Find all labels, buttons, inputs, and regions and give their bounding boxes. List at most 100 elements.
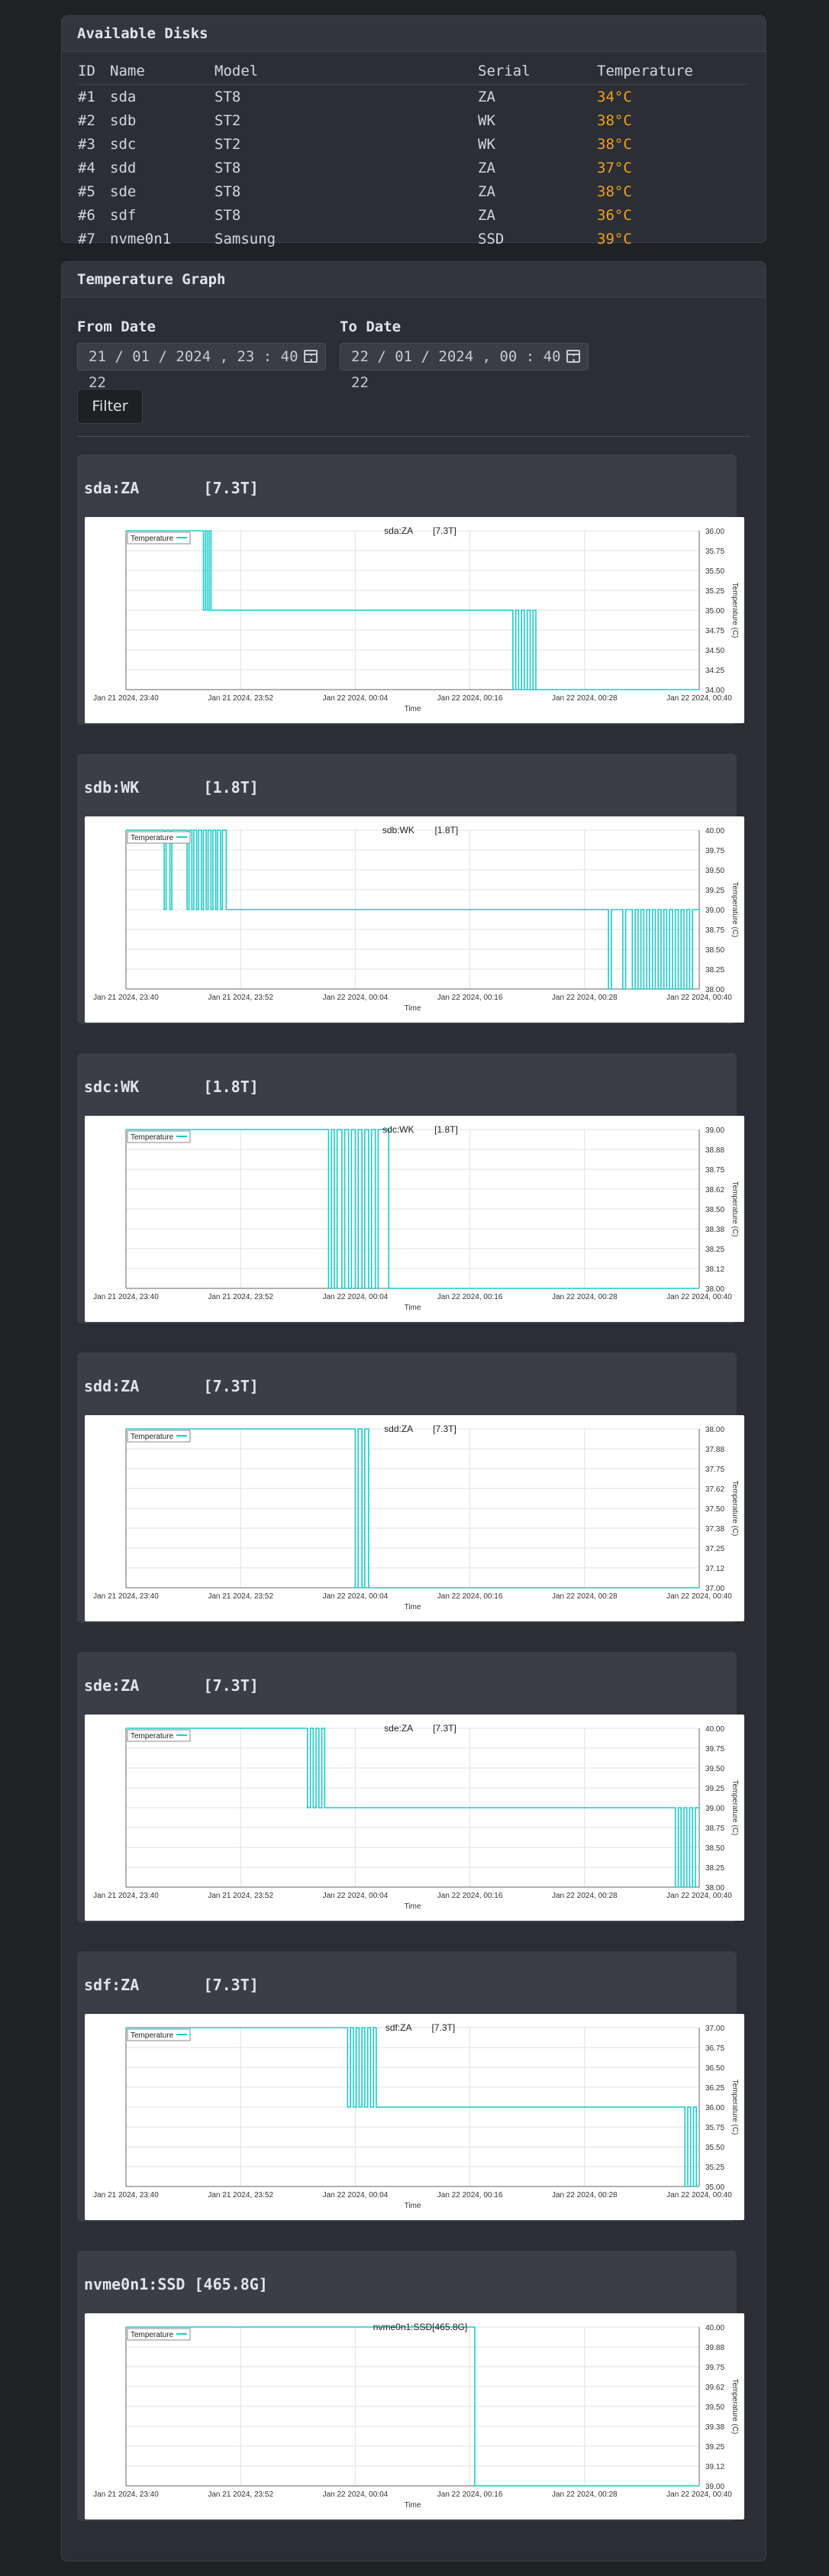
y-tick-label: 39.50	[705, 2403, 724, 2412]
x-tick-label: Jan 22 2024, 00:40	[666, 2490, 732, 2499]
temperature-graph-title: Temperature Graph	[62, 262, 766, 298]
y-tick-label: 39.75	[705, 847, 724, 855]
disk-chart-card: sde:ZA [7.3T] 40.00 39.75 39.50 39.25 39.00 38…	[77, 1652, 744, 1922]
chart-legend[interactable]: Temperature	[127, 2028, 191, 2041]
x-tick-label: Jan 22 2024, 00:04	[323, 1892, 389, 1900]
chart-legend[interactable]: Temperature	[127, 1729, 191, 1742]
x-tick-label: Jan 22 2024, 00:16	[437, 1592, 503, 1601]
legend-label: Temperature	[131, 834, 174, 842]
temperature-line-chart: 38.00 37.88 37.75 37.62 37.50 37.38 37.25 37.12…	[93, 1424, 739, 1611]
chart-canvas[interactable]: 40.00 39.88 39.75 39.62 39.50 39.38 39.25 39.12…	[85, 2313, 744, 2519]
y-tick-label: 35.25	[705, 2164, 724, 2172]
filter-button[interactable]: Filter	[77, 389, 143, 424]
y-tick-label: 39.00	[705, 907, 724, 915]
chart-legend[interactable]: Temperature	[127, 532, 191, 545]
disk-model: Samsung	[215, 230, 276, 247]
disk-id: #4	[78, 159, 95, 176]
disk-row: #3 sdc ST2 WK 38°C	[77, 132, 749, 156]
chart-canvas[interactable]: 40.00 39.75 39.50 39.25 39.00 38.75 38.50 38.25…	[85, 1715, 744, 1921]
disk-name: sdc	[110, 135, 137, 153]
disk-chart-card: sdb:WK [1.8T] 40.00 39.75 39.50 39.25 39.00 38…	[77, 754, 744, 1024]
disk-serial: WK	[478, 135, 495, 153]
calendar-icon[interactable]	[304, 350, 318, 363]
x-axis-label: Time	[405, 1004, 421, 1013]
y-tick-label: 37.25	[705, 1545, 724, 1553]
chart-canvas[interactable]: 39.00 38.88 38.75 38.62 38.50 38.38 38.25 38.12…	[85, 1116, 744, 1322]
y-tick-label: 38.00	[705, 1884, 724, 1892]
legend-box	[127, 2328, 191, 2341]
chart-canvas[interactable]: 36.00 35.75 35.50 35.25 35.00 34.75 34.50 34.25…	[85, 517, 744, 723]
x-tick-label: Jan 21 2024, 23:40	[93, 1592, 159, 1601]
disk-chart-title: sdb:WK [1.8T]	[84, 778, 259, 797]
chart-canvas[interactable]: 38.00 37.88 37.75 37.62 37.50 37.38 37.25 37.12…	[85, 1415, 744, 1621]
legend-box	[127, 1130, 191, 1143]
x-tick-label: Jan 21 2024, 23:52	[208, 1592, 273, 1601]
legend-label: Temperature	[131, 1133, 174, 1142]
disk-serial: ZA	[478, 159, 495, 176]
disk-row: #1 sda ST8 ZA 34°C	[77, 85, 749, 109]
chart-legend[interactable]: Temperature	[127, 1430, 191, 1443]
chart-legend[interactable]: Temperature	[127, 2328, 191, 2341]
y-tick-label: 38.50	[705, 1206, 724, 1214]
y-tick-label: 37.12	[705, 1565, 724, 1573]
y-tick-label: 38.75	[705, 1825, 724, 1833]
x-tick-label: Jan 22 2024, 00:28	[552, 2490, 618, 2499]
y-tick-label: 39.62	[705, 2384, 724, 2392]
chart-legend[interactable]: Temperature	[127, 831, 191, 844]
x-axis-label: Time	[405, 1603, 421, 1611]
disk-temperature: 36°C	[597, 206, 632, 224]
y-tick-label: 38.00	[705, 986, 724, 994]
chart-canvas[interactable]: 37.00 36.75 36.50 36.25 36.00 35.75 35.50 35.25…	[85, 2014, 744, 2220]
y-tick-label: 39.50	[705, 867, 724, 875]
y-tick-label: 38.25	[705, 1864, 724, 1873]
chart-title: sdb:WK [1.8T]	[382, 825, 458, 836]
y-tick-label: 38.00	[705, 1426, 724, 1434]
y-axis-label: Temperature (C)	[731, 583, 739, 638]
temperature-series-line	[126, 2326, 699, 2487]
chart-title: sdd:ZA [7.3T]	[384, 1424, 456, 1434]
calendar-icon[interactable]	[566, 350, 580, 363]
y-tick-label: 38.25	[705, 1246, 724, 1254]
legend-label: Temperature	[131, 2331, 174, 2339]
chart-canvas[interactable]: 40.00 39.75 39.50 39.25 39.00 38.75 38.50 38.25…	[85, 816, 744, 1023]
chart-legend[interactable]: Temperature	[127, 1130, 191, 1143]
x-tick-label: Jan 21 2024, 23:40	[93, 2490, 159, 2499]
x-tick-label: Jan 21 2024, 23:40	[93, 994, 159, 1002]
chart-title: sde:ZA [7.3T]	[384, 1723, 456, 1734]
x-tick-label: Jan 22 2024, 00:40	[666, 2191, 732, 2199]
legend-label: Temperature	[131, 1732, 174, 1740]
disks-table: ID Name Model Serial Temperature #1 sda ST…	[77, 58, 749, 250]
x-tick-label: Jan 21 2024, 23:52	[208, 1293, 273, 1301]
legend-box	[127, 532, 191, 545]
disk-name: sdb	[110, 112, 137, 129]
x-tick-label: Jan 22 2024, 00:40	[666, 1892, 732, 1900]
y-tick-label: 39.00	[705, 1805, 724, 1813]
disk-temperature: 37°C	[597, 159, 632, 176]
y-tick-label: 34.25	[705, 667, 724, 675]
y-tick-label: 38.12	[705, 1265, 724, 1274]
x-tick-label: Jan 22 2024, 00:16	[437, 1892, 503, 1900]
y-tick-label: 38.25	[705, 966, 724, 974]
temperature-line-chart: 39.00 38.88 38.75 38.62 38.50 38.38 38.25 38.12…	[93, 1124, 739, 1312]
chart-title: sda:ZA [7.3T]	[384, 525, 456, 536]
x-tick-label: Jan 22 2024, 00:16	[437, 2191, 503, 2199]
disk-serial: ZA	[478, 88, 495, 105]
y-tick-label: 38.38	[705, 1226, 724, 1234]
disk-id: #3	[78, 135, 95, 153]
disk-chart-title: nvme0n1:SSD [465.8G]	[84, 2275, 268, 2293]
temperature-line-chart: 40.00 39.88 39.75 39.62 39.50 39.38 39.25 39.12…	[93, 2322, 739, 2510]
disk-temperature: 38°C	[597, 135, 632, 153]
y-axis-label: Temperature (C)	[731, 2080, 739, 2135]
y-axis-label: Temperature (C)	[731, 1181, 739, 1237]
y-tick-label: 36.25	[705, 2084, 724, 2093]
x-tick-label: Jan 21 2024, 23:40	[93, 694, 159, 703]
disk-chart-title: sdf:ZA [7.3T]	[84, 1976, 259, 1994]
x-tick-label: Jan 22 2024, 00:40	[666, 694, 732, 703]
disk-model: ST2	[215, 112, 241, 129]
x-tick-label: Jan 21 2024, 23:52	[208, 2490, 273, 2499]
y-tick-label: 38.75	[705, 1166, 724, 1175]
x-tick-label: Jan 22 2024, 00:28	[552, 2191, 618, 2199]
from-date-input[interactable]: 21 / 01 / 2024 , 23 : 40 : 22	[77, 343, 326, 391]
y-tick-label: 34.50	[705, 647, 724, 655]
to-date-input[interactable]: 22 / 01 / 2024 , 00 : 40 : 22	[340, 343, 589, 391]
